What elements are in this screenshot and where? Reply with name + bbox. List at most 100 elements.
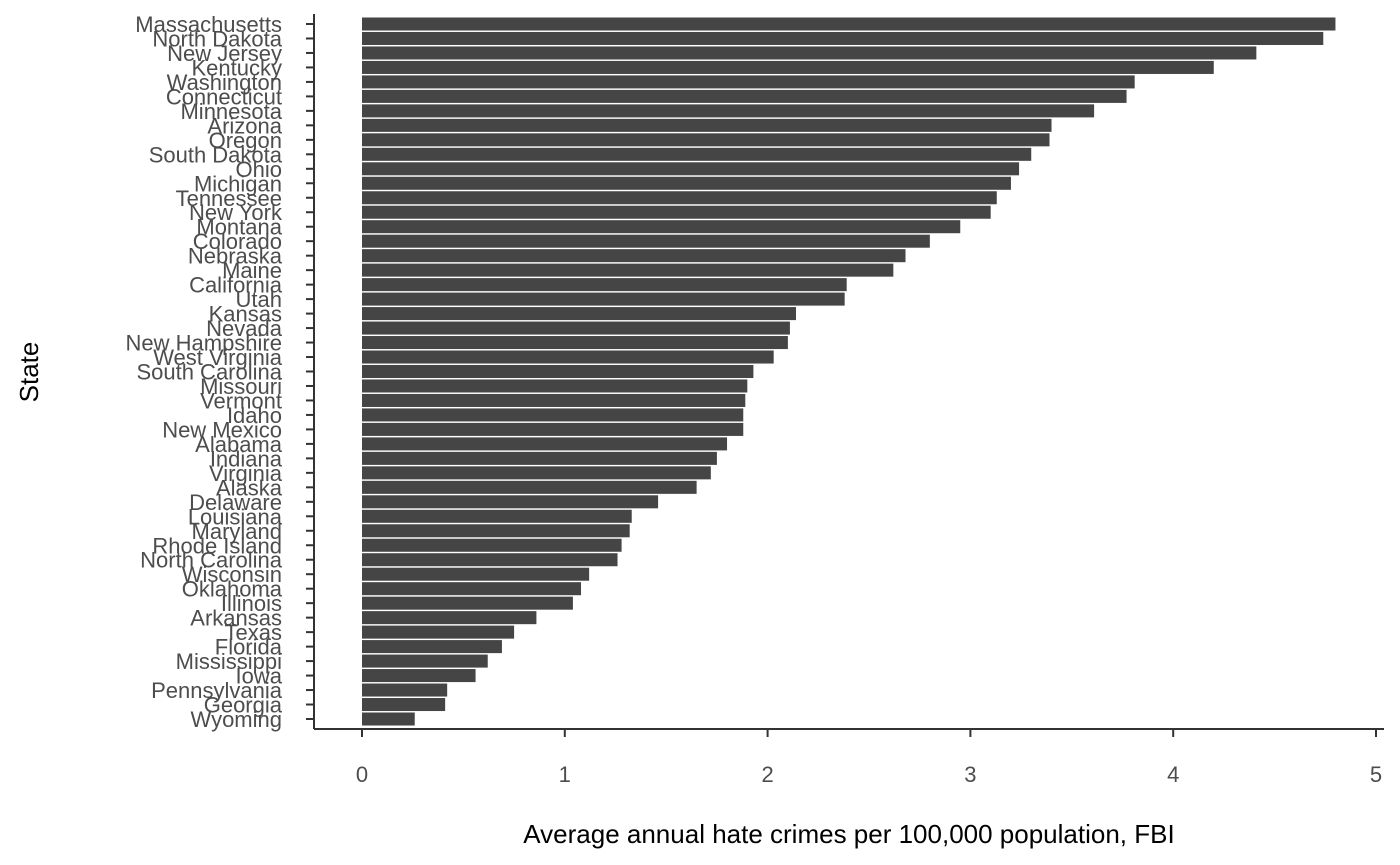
- bar-delaware: [362, 495, 659, 509]
- bar-oregon: [362, 133, 1050, 147]
- bar-indiana: [362, 451, 717, 465]
- bar-georgia: [362, 698, 446, 712]
- y-tick-label: Nevada: [206, 316, 283, 341]
- bar-new-hampshire: [362, 336, 788, 350]
- bar-rhode-island: [362, 538, 622, 552]
- y-tick-label: Oregon: [209, 128, 282, 153]
- y-tick-label: Arizona: [207, 113, 282, 138]
- bar-new-mexico: [362, 422, 744, 436]
- y-tick-label: Louisiana: [188, 504, 283, 529]
- y-tick-label: North Dakota: [152, 26, 282, 51]
- y-tick-label: Florida: [215, 635, 283, 660]
- y-tick-label: Washington: [167, 70, 282, 95]
- bar-north-dakota: [362, 31, 1324, 45]
- y-tick-label: Maryland: [192, 519, 282, 544]
- bar-vermont: [362, 393, 746, 407]
- bar-nevada: [362, 321, 790, 335]
- y-tick-label: New Hampshire: [126, 331, 283, 356]
- bar-minnesota: [362, 104, 1095, 118]
- y-tick-label: Alabama: [195, 432, 283, 457]
- y-tick-label: Oklahoma: [182, 577, 283, 602]
- bar-iowa: [362, 669, 476, 683]
- bar-california: [362, 278, 847, 292]
- y-tick-label: Missouri: [200, 374, 282, 399]
- bar-utah: [362, 292, 845, 306]
- y-tick-label: New Jersey: [167, 41, 282, 66]
- y-tick-label: Michigan: [194, 171, 282, 196]
- y-tick-label: South Carolina: [136, 360, 282, 385]
- bar-south-dakota: [362, 147, 1032, 161]
- bar-wisconsin: [362, 567, 590, 581]
- x-tick-label: 2: [761, 762, 773, 787]
- bar-oklahoma: [362, 582, 582, 596]
- y-tick-label: Illinois: [221, 591, 282, 616]
- bar-maine: [362, 263, 894, 277]
- bar-montana: [362, 220, 961, 234]
- bar-west-virginia: [362, 350, 774, 364]
- bar-colorado: [362, 234, 930, 248]
- bar-illinois: [362, 596, 573, 610]
- y-tick-label: Idaho: [227, 403, 282, 428]
- bar-louisiana: [362, 509, 632, 523]
- bar-washington: [362, 75, 1135, 89]
- bar-nebraska: [362, 249, 906, 263]
- y-tick-label: Kansas: [209, 302, 282, 327]
- y-tick-label: Delaware: [189, 490, 282, 515]
- bar-massachusetts: [362, 17, 1336, 31]
- y-axis-title: State: [14, 342, 44, 403]
- bar-arkansas: [362, 611, 537, 625]
- y-tick-label: Maine: [222, 258, 282, 283]
- bar-kansas: [362, 307, 796, 321]
- bars-group: [362, 17, 1336, 726]
- bar-texas: [362, 625, 515, 639]
- y-tick-label: Colorado: [193, 229, 282, 254]
- x-axis: 0 1 2 3 4 5: [314, 728, 1384, 787]
- y-tick-label: California: [189, 273, 283, 298]
- x-tick-label: 4: [1167, 762, 1179, 787]
- y-tick-label: Utah: [236, 287, 282, 312]
- bar-idaho: [362, 408, 744, 422]
- bar-ohio: [362, 162, 1020, 176]
- bar-alabama: [362, 437, 728, 451]
- bar-new-jersey: [362, 46, 1257, 60]
- bar-kentucky: [362, 60, 1214, 74]
- bar-new-york: [362, 205, 991, 219]
- y-tick-label: Mississippi: [176, 649, 282, 674]
- y-tick-label: Rhode Island: [152, 533, 282, 558]
- y-tick-label: Indiana: [210, 446, 283, 471]
- y-tick-label: Iowa: [236, 664, 283, 689]
- y-tick-label: Virginia: [209, 461, 283, 486]
- bar-missouri: [362, 379, 748, 393]
- bar-south-carolina: [362, 364, 754, 379]
- x-tick-label: 1: [559, 762, 571, 787]
- bar-pennsylvania: [362, 683, 448, 697]
- y-tick-label: Georgia: [204, 693, 283, 718]
- y-tick-label: North Carolina: [140, 548, 283, 573]
- bar-alaska: [362, 480, 697, 494]
- y-tick-label: Minnesota: [180, 99, 282, 124]
- x-axis-title: Average annual hate crimes per 100,000 p…: [523, 819, 1174, 849]
- x-tick-label: 5: [1370, 762, 1382, 787]
- y-tick-label: South Dakota: [149, 142, 283, 167]
- y-tick-label: Vermont: [200, 388, 282, 413]
- bar-maryland: [362, 524, 630, 538]
- x-tick-label: 3: [964, 762, 976, 787]
- y-tick-label: Arkansas: [190, 606, 282, 631]
- bar-michigan: [362, 176, 1011, 190]
- bar-connecticut: [362, 89, 1127, 103]
- bar-florida: [362, 640, 502, 654]
- y-tick-label: Tennessee: [176, 186, 282, 211]
- bar-arizona: [362, 118, 1052, 132]
- y-tick-label: Wyoming: [191, 707, 283, 732]
- y-tick-label: Nebraska: [188, 244, 283, 269]
- y-tick-label: New Mexico: [162, 417, 282, 442]
- y-tick-label: Ohio: [236, 157, 282, 182]
- y-tick-label: Pennsylvania: [151, 678, 283, 703]
- bar-mississippi: [362, 654, 488, 668]
- y-tick-label: Alaska: [216, 475, 283, 500]
- bar-virginia: [362, 466, 711, 480]
- y-tick-label: Massachusetts: [135, 12, 282, 37]
